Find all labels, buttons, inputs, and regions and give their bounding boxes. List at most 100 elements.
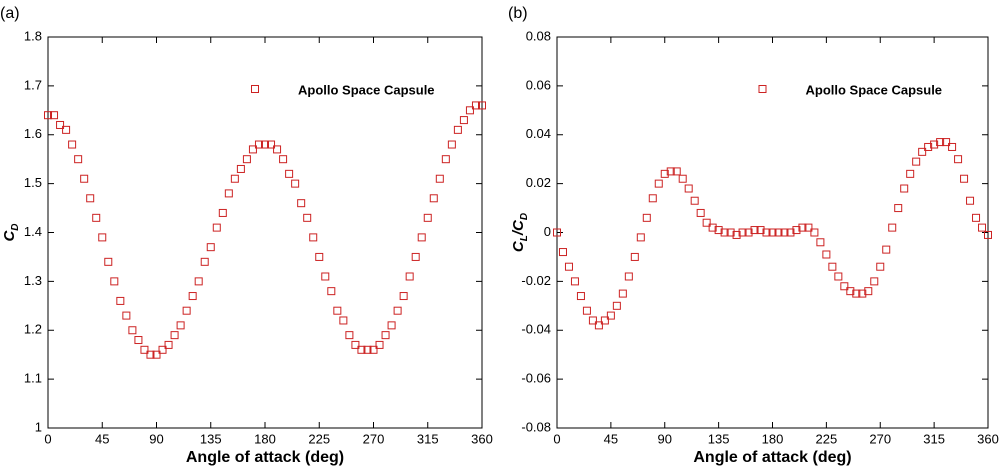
data-point (435, 174, 444, 183)
x-tick-label: 315 (417, 431, 439, 446)
data-point (756, 226, 765, 235)
data-point (582, 306, 591, 315)
data-point (152, 350, 161, 359)
legend-marker (758, 85, 767, 93)
x-tick-label: 90 (658, 431, 672, 446)
data-point (846, 287, 855, 296)
y-tick-label: -0.08 (521, 419, 551, 434)
data-point (786, 228, 795, 237)
data-point (447, 140, 456, 149)
y-tick-label: -0.02 (521, 273, 551, 288)
data-point (594, 321, 603, 330)
data-point (612, 301, 621, 310)
data-point (930, 140, 939, 149)
x-tick-label: 0 (553, 431, 560, 446)
data-point (224, 189, 233, 198)
data-point (116, 296, 125, 305)
data-point (381, 331, 390, 340)
data-point (279, 155, 288, 164)
data-point (576, 292, 585, 301)
y-tick-label: 1.5 (24, 175, 42, 190)
data-point (375, 340, 384, 349)
data-point (618, 289, 627, 298)
x-tick-label: 135 (708, 431, 730, 446)
data-point (345, 331, 354, 340)
y-label-part: D (519, 213, 530, 220)
y-tick-label: 1.3 (24, 273, 42, 288)
data-point (984, 230, 992, 239)
panel-label: (a) (0, 5, 20, 22)
y-tick-label: -0.04 (521, 322, 551, 337)
data-point (690, 196, 699, 205)
data-point (906, 169, 915, 178)
data-point (273, 145, 282, 154)
data-point (321, 272, 330, 281)
data-point (834, 272, 843, 281)
data-point (558, 248, 567, 257)
y-label-part: /C (510, 219, 527, 236)
data-point (188, 292, 197, 301)
data-point (678, 174, 687, 183)
data-point (140, 345, 149, 354)
data-point (236, 164, 245, 173)
data-point (429, 194, 438, 203)
data-point (810, 228, 819, 237)
data-point (654, 179, 663, 188)
data-point (876, 262, 885, 271)
data-point (158, 345, 167, 354)
data-point (50, 111, 59, 120)
data-point (942, 138, 951, 147)
data-point (170, 331, 179, 340)
data-point (840, 282, 849, 291)
data-point (972, 213, 981, 222)
data-point (254, 140, 263, 149)
y-label-part: C (1, 230, 18, 242)
data-point (924, 142, 933, 151)
data-point (104, 257, 113, 266)
x-tick-label: 225 (816, 431, 838, 446)
data-point (176, 321, 185, 330)
data-point (86, 194, 95, 203)
x-axis-label: Angle of attack (deg) (186, 449, 344, 466)
data-point (762, 228, 771, 237)
data-point (696, 208, 705, 217)
y-tick-label: 1 (35, 419, 42, 434)
data-point (636, 233, 645, 242)
data-point (720, 228, 729, 237)
data-point (164, 340, 173, 349)
data-point (882, 245, 891, 254)
data-point (478, 101, 486, 110)
data-point (828, 262, 837, 271)
data-point (399, 292, 408, 301)
data-point (606, 311, 615, 320)
x-tick-label: 180 (762, 431, 784, 446)
data-point (912, 157, 921, 166)
data-point (56, 120, 65, 129)
x-tick-label: 270 (363, 431, 385, 446)
data-point (852, 289, 861, 298)
data-point (242, 155, 251, 164)
data-point (798, 223, 807, 232)
y-label-part: D (10, 223, 21, 230)
data-point (393, 306, 402, 315)
x-tick-label: 90 (149, 431, 163, 446)
data-point (774, 228, 783, 237)
data-point (194, 277, 203, 286)
legend-marker (251, 85, 259, 93)
data-point (978, 223, 987, 232)
data-point (900, 184, 909, 193)
data-point (417, 233, 426, 242)
data-point (411, 252, 420, 261)
data-point (600, 316, 609, 325)
x-tick-label: 360 (471, 431, 493, 446)
data-point (630, 252, 639, 261)
data-point (660, 169, 669, 178)
data-point (62, 125, 71, 134)
data-point (267, 140, 276, 149)
data-point (182, 306, 191, 315)
y-label-part: C (510, 240, 527, 252)
data-point (387, 321, 396, 330)
data-point (351, 340, 360, 349)
panel-label: (b) (508, 5, 528, 22)
